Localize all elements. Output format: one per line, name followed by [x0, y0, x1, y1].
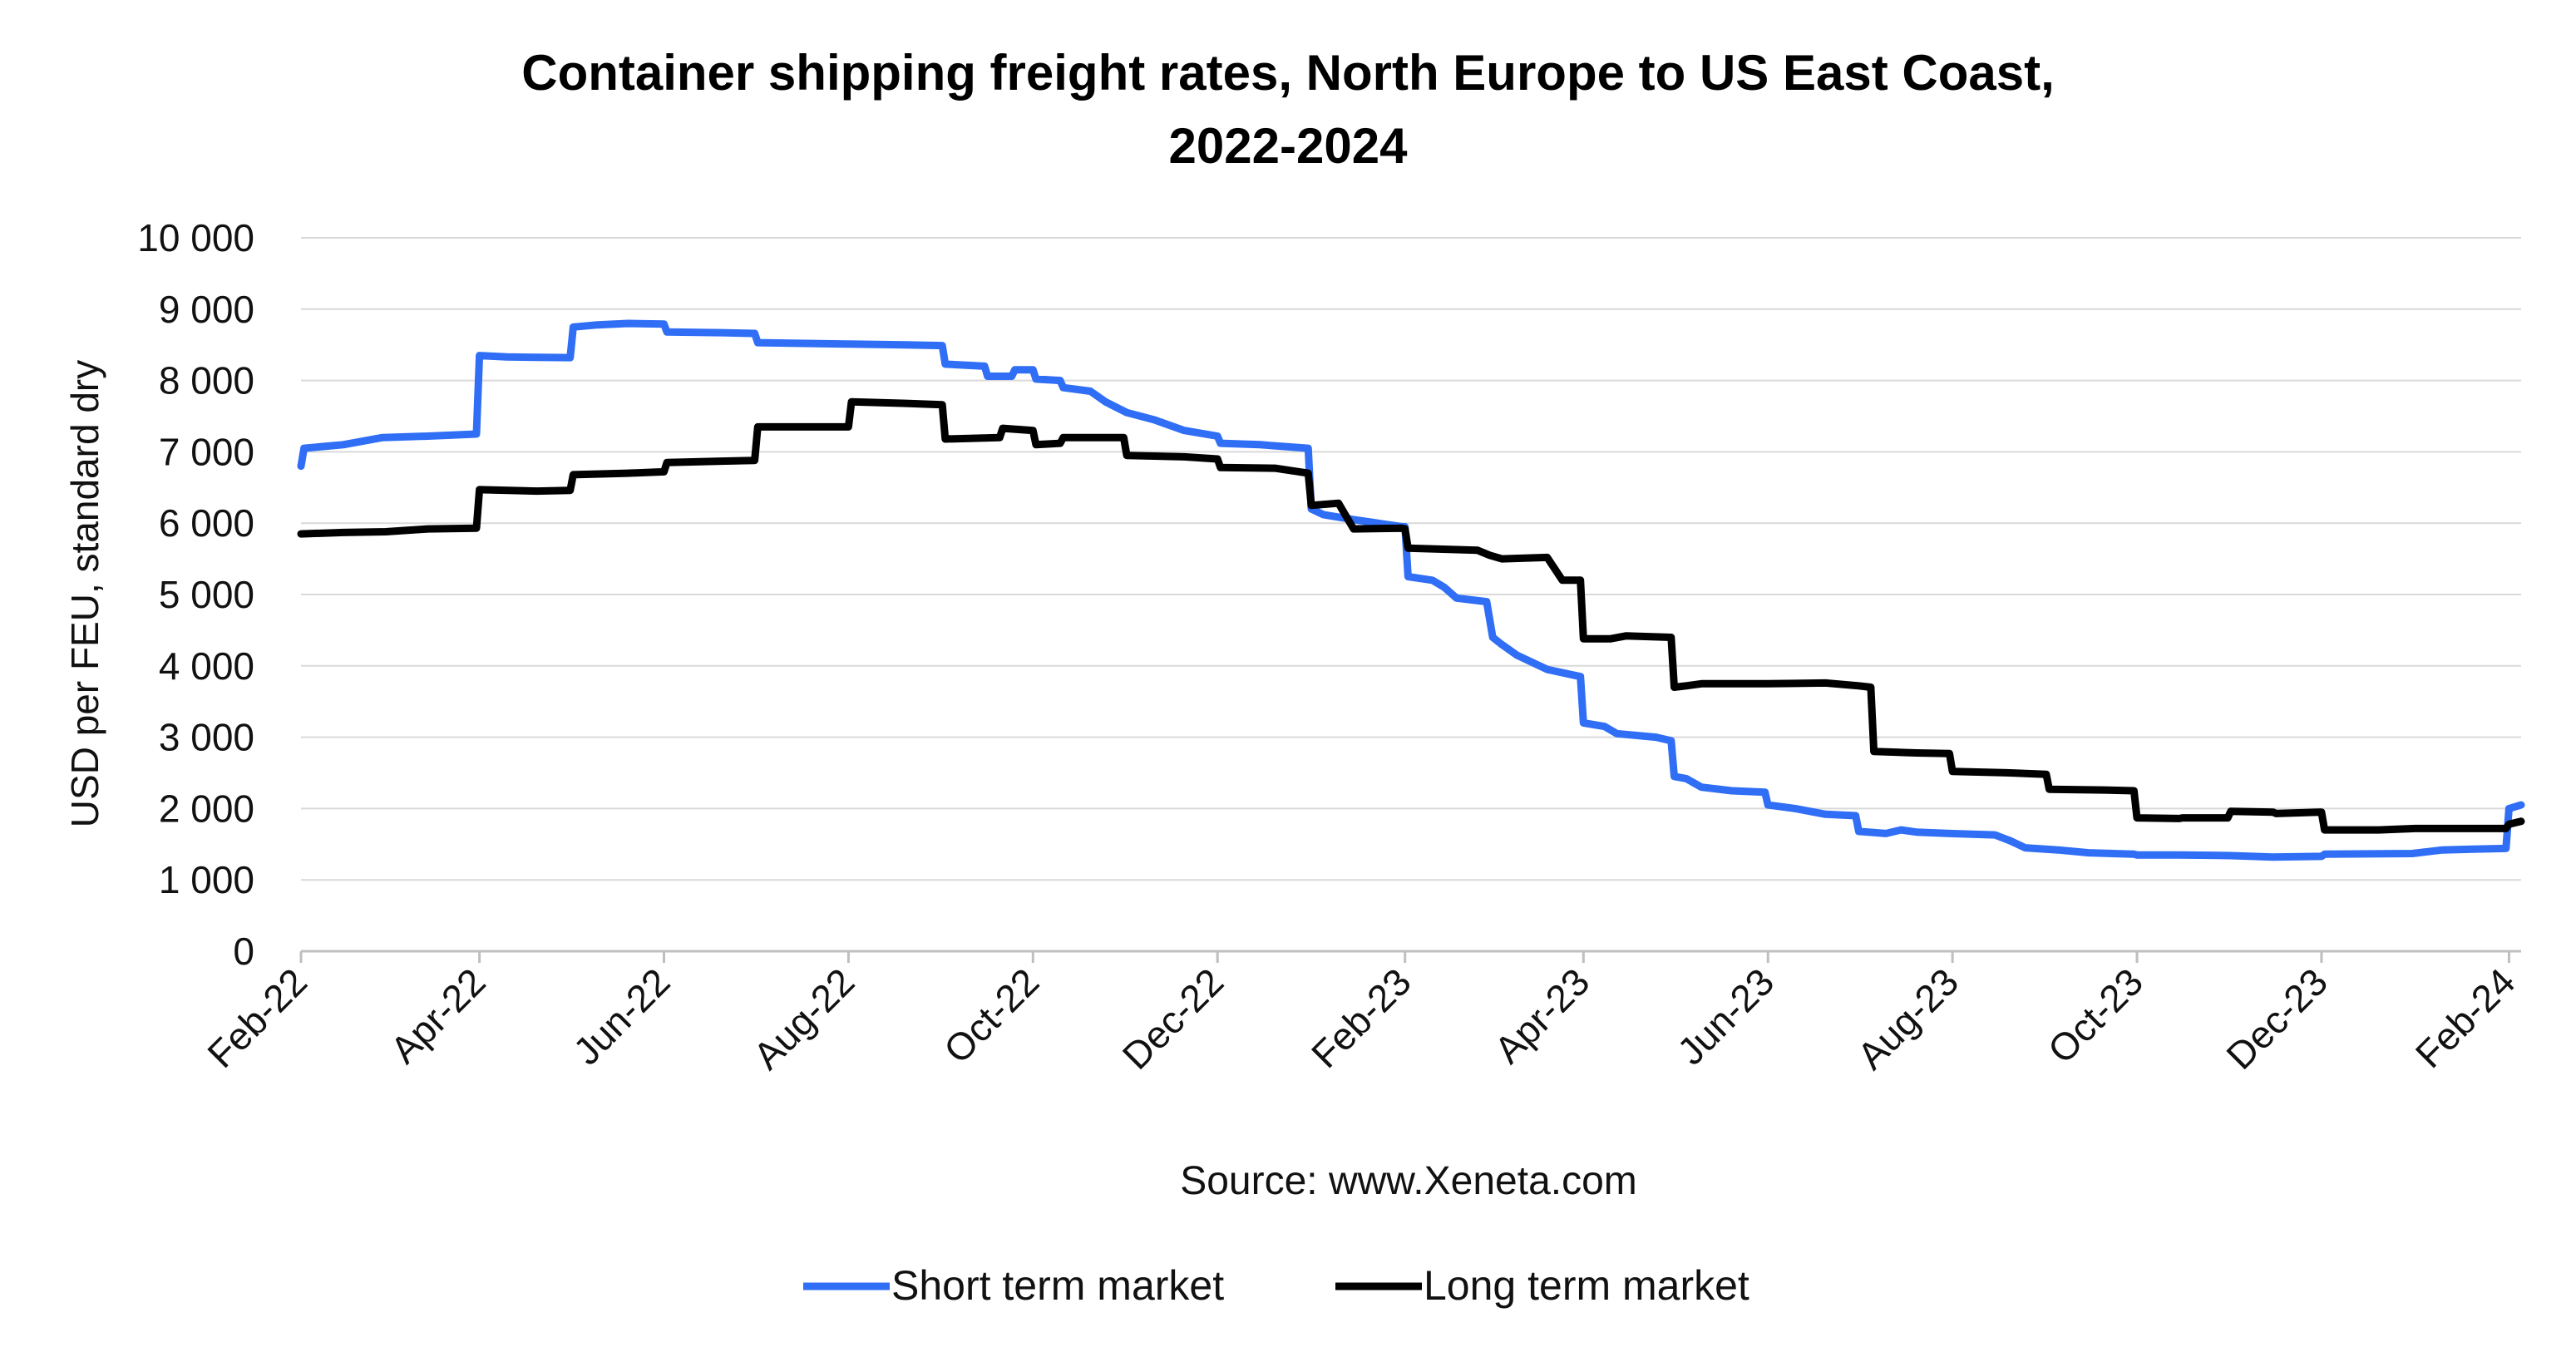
- chart-title: Container shipping freight rates, North …: [521, 45, 2055, 101]
- series-line-long-term-market: [297, 397, 2525, 834]
- y-tick-label: 0: [233, 930, 254, 973]
- y-axis-label: USD per FEU, standard dry: [63, 360, 106, 827]
- y-tick-label: 8 000: [159, 359, 254, 402]
- y-tick-label: 1 000: [159, 858, 254, 901]
- series-lines: [297, 319, 2525, 861]
- source-note: Source: www.Xeneta.com: [1180, 1159, 1637, 1203]
- legend-label-long-term-market: Long term market: [1424, 1262, 1749, 1309]
- y-axis-ticks: 0 1 000 2 000 3 000 4 000 5 000 6 000 7 000 8 00…: [137, 216, 254, 973]
- y-tick-label: 5 000: [159, 573, 254, 616]
- y-tick-label: 2 000: [159, 787, 254, 830]
- legend: Short term market Long term market: [803, 1262, 1749, 1309]
- series-line-short-term-market: [297, 319, 2525, 861]
- y-tick-label: 9 000: [159, 288, 254, 331]
- y-tick-label: 6 000: [159, 501, 254, 545]
- chart-subtitle: 2022-2024: [1169, 118, 1409, 174]
- gridlines: [301, 237, 2521, 881]
- y-tick-label: 4 000: [159, 644, 254, 688]
- y-tick-label: 10 000: [137, 216, 254, 259]
- y-tick-label: 3 000: [159, 716, 254, 759]
- legend-label-short-term-market: Short term market: [891, 1262, 1224, 1309]
- y-tick-label: 7 000: [159, 430, 254, 473]
